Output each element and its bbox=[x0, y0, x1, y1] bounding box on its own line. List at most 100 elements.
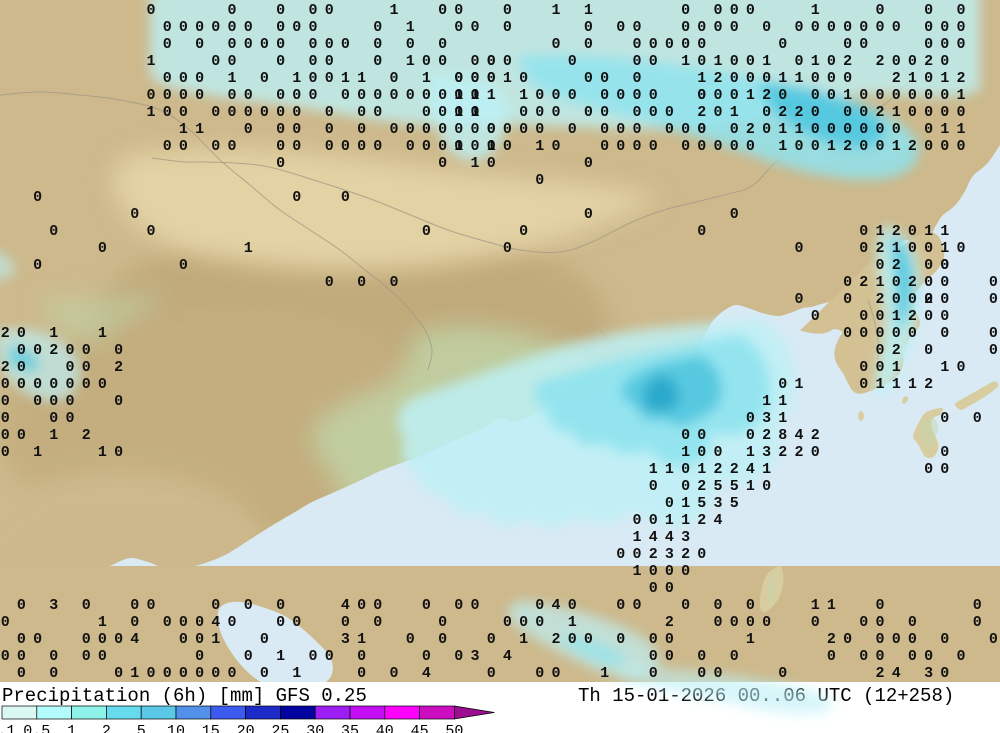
svg-text:0: 0 bbox=[357, 648, 366, 665]
svg-text:0: 0 bbox=[649, 478, 658, 495]
svg-text:0: 0 bbox=[227, 104, 236, 121]
svg-text:2: 2 bbox=[762, 87, 771, 104]
svg-text:0: 0 bbox=[146, 597, 155, 614]
svg-text:0: 0 bbox=[584, 36, 593, 53]
svg-text:1: 1 bbox=[195, 121, 204, 138]
svg-text:1: 1 bbox=[794, 376, 803, 393]
svg-text:5: 5 bbox=[697, 495, 706, 512]
svg-text:0: 0 bbox=[940, 291, 949, 308]
svg-text:0: 0 bbox=[681, 597, 690, 614]
svg-text:0: 0 bbox=[1, 614, 10, 631]
svg-text:0: 0 bbox=[600, 87, 609, 104]
svg-text:0: 0 bbox=[649, 87, 658, 104]
svg-text:1: 1 bbox=[811, 2, 820, 19]
svg-text:0: 0 bbox=[33, 189, 42, 206]
svg-text:0: 0 bbox=[616, 631, 625, 648]
svg-text:0: 0 bbox=[17, 597, 26, 614]
svg-text:2: 2 bbox=[681, 546, 690, 563]
svg-text:1: 1 bbox=[422, 70, 431, 87]
svg-text:0: 0 bbox=[65, 342, 74, 359]
svg-text:0: 0 bbox=[470, 0, 479, 2]
svg-text:1: 1 bbox=[956, 121, 965, 138]
svg-text:0: 0 bbox=[211, 138, 220, 155]
svg-text:1: 1 bbox=[406, 19, 415, 36]
svg-text:0: 0 bbox=[82, 648, 91, 665]
svg-text:0: 0 bbox=[875, 631, 884, 648]
svg-text:1: 1 bbox=[211, 631, 220, 648]
svg-text:3: 3 bbox=[924, 665, 933, 682]
svg-text:1: 1 bbox=[697, 461, 706, 478]
svg-text:0: 0 bbox=[114, 393, 123, 410]
svg-text:0: 0 bbox=[341, 138, 350, 155]
svg-text:1: 1 bbox=[827, 597, 836, 614]
svg-text:1: 1 bbox=[746, 631, 755, 648]
svg-text:0: 0 bbox=[454, 648, 463, 665]
svg-text:0: 0 bbox=[163, 614, 172, 631]
svg-text:0: 0 bbox=[681, 563, 690, 580]
svg-text:0: 0 bbox=[33, 257, 42, 274]
svg-text:0: 0 bbox=[98, 648, 107, 665]
svg-text:0: 0 bbox=[438, 104, 447, 121]
svg-text:0: 0 bbox=[956, 104, 965, 121]
svg-text:2: 2 bbox=[697, 104, 706, 121]
svg-text:0: 0 bbox=[859, 614, 868, 631]
svg-text:0: 0 bbox=[892, 19, 901, 36]
svg-text:0: 0 bbox=[325, 121, 334, 138]
svg-text:0: 0 bbox=[632, 53, 641, 70]
svg-text:0: 0 bbox=[940, 274, 949, 291]
svg-text:0: 0 bbox=[940, 257, 949, 274]
svg-text:0: 0 bbox=[454, 2, 463, 19]
svg-text:0: 0 bbox=[49, 410, 58, 427]
svg-text:0: 0 bbox=[697, 648, 706, 665]
svg-text:0: 0 bbox=[357, 138, 366, 155]
svg-text:0: 0 bbox=[17, 325, 26, 342]
svg-text:0: 0 bbox=[843, 291, 852, 308]
svg-text:0: 0 bbox=[665, 104, 674, 121]
svg-text:1: 1 bbox=[892, 308, 901, 325]
svg-text:1: 1 bbox=[746, 478, 755, 495]
svg-text:0: 0 bbox=[924, 36, 933, 53]
svg-text:0: 0 bbox=[665, 121, 674, 138]
svg-text:0: 0 bbox=[179, 70, 188, 87]
svg-text:0: 0 bbox=[163, 87, 172, 104]
svg-text:0: 0 bbox=[940, 308, 949, 325]
svg-text:0: 0 bbox=[730, 19, 739, 36]
svg-text:0: 0 bbox=[713, 19, 722, 36]
svg-text:0: 0 bbox=[114, 665, 123, 682]
svg-text:0: 0 bbox=[179, 257, 188, 274]
svg-text:0: 0 bbox=[276, 19, 285, 36]
svg-text:0: 0 bbox=[827, 53, 836, 70]
svg-text:0: 0 bbox=[843, 19, 852, 36]
svg-text:0: 0 bbox=[584, 155, 593, 172]
svg-text:2: 2 bbox=[102, 723, 111, 733]
svg-text:2: 2 bbox=[843, 53, 852, 70]
svg-text:0: 0 bbox=[308, 87, 317, 104]
svg-text:0: 0 bbox=[989, 342, 998, 359]
svg-text:0: 0 bbox=[260, 665, 269, 682]
svg-text:0: 0 bbox=[211, 597, 220, 614]
svg-text:0: 0 bbox=[600, 138, 609, 155]
svg-text:15: 15 bbox=[202, 723, 220, 733]
svg-text:0: 0 bbox=[33, 342, 42, 359]
svg-text:2: 2 bbox=[908, 274, 917, 291]
svg-text:0: 0 bbox=[940, 36, 949, 53]
svg-text:0: 0 bbox=[146, 665, 155, 682]
svg-text:0: 0 bbox=[227, 19, 236, 36]
svg-text:0: 0 bbox=[811, 444, 820, 461]
svg-text:0: 0 bbox=[503, 614, 512, 631]
svg-text:45: 45 bbox=[411, 723, 429, 733]
svg-text:0: 0 bbox=[762, 19, 771, 36]
svg-text:0: 0 bbox=[163, 70, 172, 87]
svg-text:0: 0 bbox=[325, 2, 334, 19]
svg-text:0: 0 bbox=[584, 631, 593, 648]
svg-text:1: 1 bbox=[49, 427, 58, 444]
svg-text:0: 0 bbox=[616, 597, 625, 614]
svg-text:0: 0 bbox=[454, 121, 463, 138]
svg-text:0: 0 bbox=[49, 376, 58, 393]
svg-text:0: 0 bbox=[762, 70, 771, 87]
svg-text:0: 0 bbox=[940, 138, 949, 155]
svg-text:0: 0 bbox=[713, 2, 722, 19]
svg-text:0: 0 bbox=[730, 87, 739, 104]
svg-text:0: 0 bbox=[49, 393, 58, 410]
svg-text:1: 1 bbox=[794, 70, 803, 87]
